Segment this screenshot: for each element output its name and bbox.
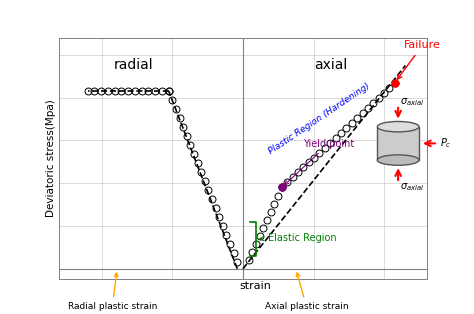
- Text: strain: strain: [240, 280, 272, 290]
- Text: $\sigma_{axial}$: $\sigma_{axial}$: [400, 181, 425, 193]
- Bar: [377, 127, 419, 160]
- Text: Failure: Failure: [397, 41, 441, 79]
- Text: radial: radial: [114, 58, 153, 73]
- Text: Yield point: Yield point: [285, 139, 354, 185]
- Y-axis label: Deviatoric stress(Mpa): Deviatoric stress(Mpa): [46, 100, 56, 217]
- Ellipse shape: [377, 155, 419, 165]
- Text: Elastic Region: Elastic Region: [260, 233, 336, 243]
- Text: Plastic Region (Hardening): Plastic Region (Hardening): [267, 82, 372, 156]
- Text: Radial plastic strain: Radial plastic strain: [68, 273, 157, 311]
- Ellipse shape: [377, 122, 419, 132]
- Text: Axial plastic strain: Axial plastic strain: [264, 273, 348, 311]
- Text: axial: axial: [315, 58, 348, 73]
- Text: $\sigma_{axial}$: $\sigma_{axial}$: [400, 96, 425, 108]
- Text: $P_c$: $P_c$: [440, 137, 451, 150]
